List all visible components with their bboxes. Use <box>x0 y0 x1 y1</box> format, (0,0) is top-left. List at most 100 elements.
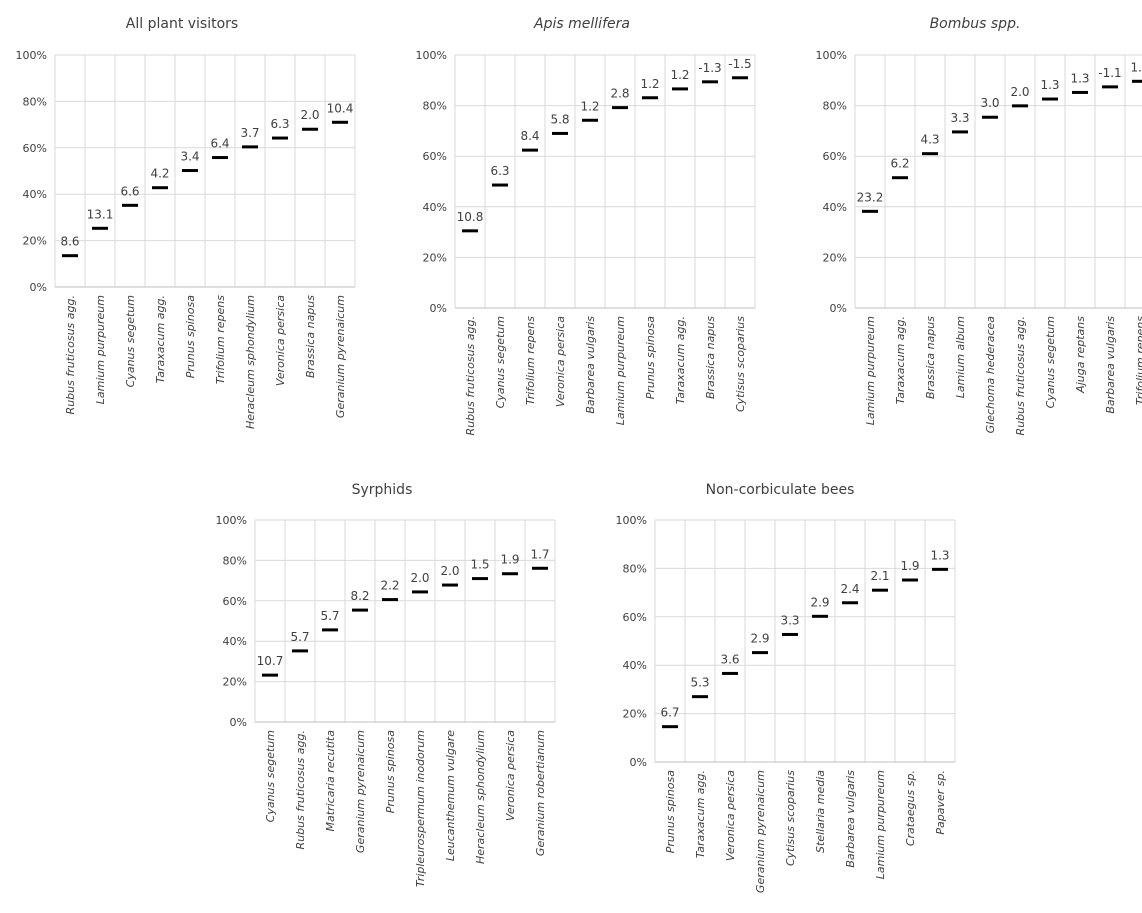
x-tick-label: Cytisus scoparius <box>784 770 797 866</box>
x-tick-label: Prunus spinosa <box>384 730 397 814</box>
x-tick-label: Lamium purpureum <box>874 770 887 879</box>
data-label: -1.5 <box>728 57 751 71</box>
x-tick-label: Cyanus segetum <box>124 295 137 387</box>
data-label: 1.2 <box>580 99 599 113</box>
data-label: 4.3 <box>920 133 939 147</box>
data-label: 3.0 <box>980 96 999 110</box>
data-label: 6.6 <box>120 184 139 198</box>
data-label: 2.9 <box>810 595 829 609</box>
x-tick-label: Crataegus sp. <box>904 770 917 846</box>
x-tick-label: Leucanthemum vulgare <box>444 730 457 861</box>
x-tick-label: Taraxacum agg. <box>894 316 907 404</box>
y-tick-label: 100% <box>816 49 847 62</box>
y-tick-label: 0% <box>630 756 647 769</box>
data-label: 1.2 <box>1130 60 1142 74</box>
x-tick-label: Lamium purpureum <box>94 295 107 404</box>
data-label: 3.4 <box>180 150 199 164</box>
data-label: 6.7 <box>660 706 679 720</box>
y-tick-label: 80% <box>423 100 447 113</box>
data-label: 2.0 <box>440 564 459 578</box>
x-tick-label: Prunus spinosa <box>664 770 677 854</box>
x-tick-label: Rubus fruticosus agg. <box>294 730 307 849</box>
y-tick-label: 60% <box>423 150 447 163</box>
x-tick-label: Tripleurospermum inodorum <box>414 730 427 887</box>
y-tick-label: 20% <box>223 676 247 689</box>
chart-2: Bombus spp. 0% 20% 40% 60% 80% 100% 23.2 Lamium … <box>816 16 1142 435</box>
data-label: 3.3 <box>950 111 969 125</box>
chart-title: All plant visitors <box>126 16 238 32</box>
x-tick-label: Lamium album <box>954 316 967 398</box>
data-label: 3.6 <box>720 652 739 666</box>
data-label: 5.7 <box>290 630 309 644</box>
y-tick-label: 80% <box>223 554 247 567</box>
data-label: 1.2 <box>640 77 659 91</box>
y-tick-label: 60% <box>23 142 47 155</box>
data-label: 1.3 <box>930 548 949 562</box>
chart-title: Apis mellifera <box>533 16 630 32</box>
data-label: 3.3 <box>780 613 799 627</box>
chart-title: Syrphids <box>352 482 413 498</box>
data-label: 10.8 <box>457 210 484 224</box>
x-tick-label: Geranium robertianum <box>534 730 547 856</box>
chart-title: Bombus spp. <box>930 16 1021 32</box>
x-tick-label: Rubus fruticosus agg. <box>464 316 477 435</box>
data-label: 2.9 <box>750 632 769 646</box>
x-tick-label: Trifolium repens <box>214 295 227 384</box>
y-tick-label: 80% <box>823 100 847 113</box>
x-tick-label: Geranium pyrenaicum <box>754 770 767 893</box>
x-tick-label: Brassica napus <box>924 316 937 399</box>
x-tick-label: Heracleum sphondylium <box>244 295 257 429</box>
x-tick-label: Taraxacum agg. <box>154 295 167 383</box>
data-label: 2.2 <box>380 579 399 593</box>
data-label: 6.2 <box>890 157 909 171</box>
x-tick-label: Matricaria recutita <box>324 730 337 832</box>
x-tick-label: Cyanus segetum <box>494 316 507 408</box>
data-label: 8.4 <box>520 129 539 143</box>
x-tick-label: Trifolium repens <box>524 316 537 405</box>
data-label: 6.3 <box>490 164 509 178</box>
y-tick-label: 100% <box>16 49 47 62</box>
y-tick-label: 80% <box>623 562 647 575</box>
data-label: -1.1 <box>1098 66 1121 80</box>
data-label: 1.9 <box>500 553 519 567</box>
x-tick-label: Stellaria media <box>814 770 827 853</box>
x-tick-label: Veronica persica <box>504 730 517 821</box>
data-label: 1.3 <box>1070 71 1089 85</box>
y-tick-label: 60% <box>823 150 847 163</box>
data-label: 1.5 <box>470 558 489 572</box>
x-tick-label: Papaver sp. <box>934 770 947 835</box>
data-label: 3.7 <box>240 126 259 140</box>
x-tick-label: Cytisus scoparius <box>734 316 747 412</box>
y-tick-label: 60% <box>223 595 247 608</box>
x-tick-label: Geranium pyrenaicum <box>334 295 347 418</box>
y-tick-label: 0% <box>830 302 847 315</box>
x-tick-label: Heracleum sphondylium <box>474 730 487 864</box>
y-tick-label: 20% <box>823 251 847 264</box>
data-label: 1.7 <box>530 547 549 561</box>
chart-title: Non-corbiculate bees <box>706 482 855 498</box>
data-label: 2.1 <box>870 569 889 583</box>
data-label: 2.0 <box>410 571 429 585</box>
y-tick-label: 100% <box>616 514 647 527</box>
y-tick-label: 100% <box>216 514 247 527</box>
chart-1: Apis mellifera 0% 20% 40% 60% 80% 100% 10.8 Rubu… <box>416 16 756 435</box>
data-label: 23.2 <box>857 190 884 204</box>
x-tick-label: Brassica napus <box>704 316 717 399</box>
data-label: 4.2 <box>150 167 169 181</box>
data-label: 1.9 <box>900 559 919 573</box>
x-tick-label: Ajuga reptans <box>1074 316 1087 394</box>
y-tick-label: 40% <box>23 188 47 201</box>
data-label: 8.6 <box>60 235 79 249</box>
chart-0: All plant visitors 0% 20% 40% 60% 80% 100% 8.6 R… <box>16 16 356 429</box>
y-tick-label: 100% <box>416 49 447 62</box>
y-tick-label: 20% <box>23 235 47 248</box>
y-tick-label: 40% <box>823 201 847 214</box>
x-tick-label: Prunus spinosa <box>644 316 657 400</box>
y-tick-label: 0% <box>30 281 47 294</box>
x-tick-label: Rubus fruticosus agg. <box>64 295 77 414</box>
x-tick-label: Brassica napus <box>304 295 317 378</box>
data-label: 2.0 <box>1010 85 1029 99</box>
x-tick-label: Lamium purpureum <box>864 316 877 425</box>
y-tick-label: 60% <box>623 611 647 624</box>
